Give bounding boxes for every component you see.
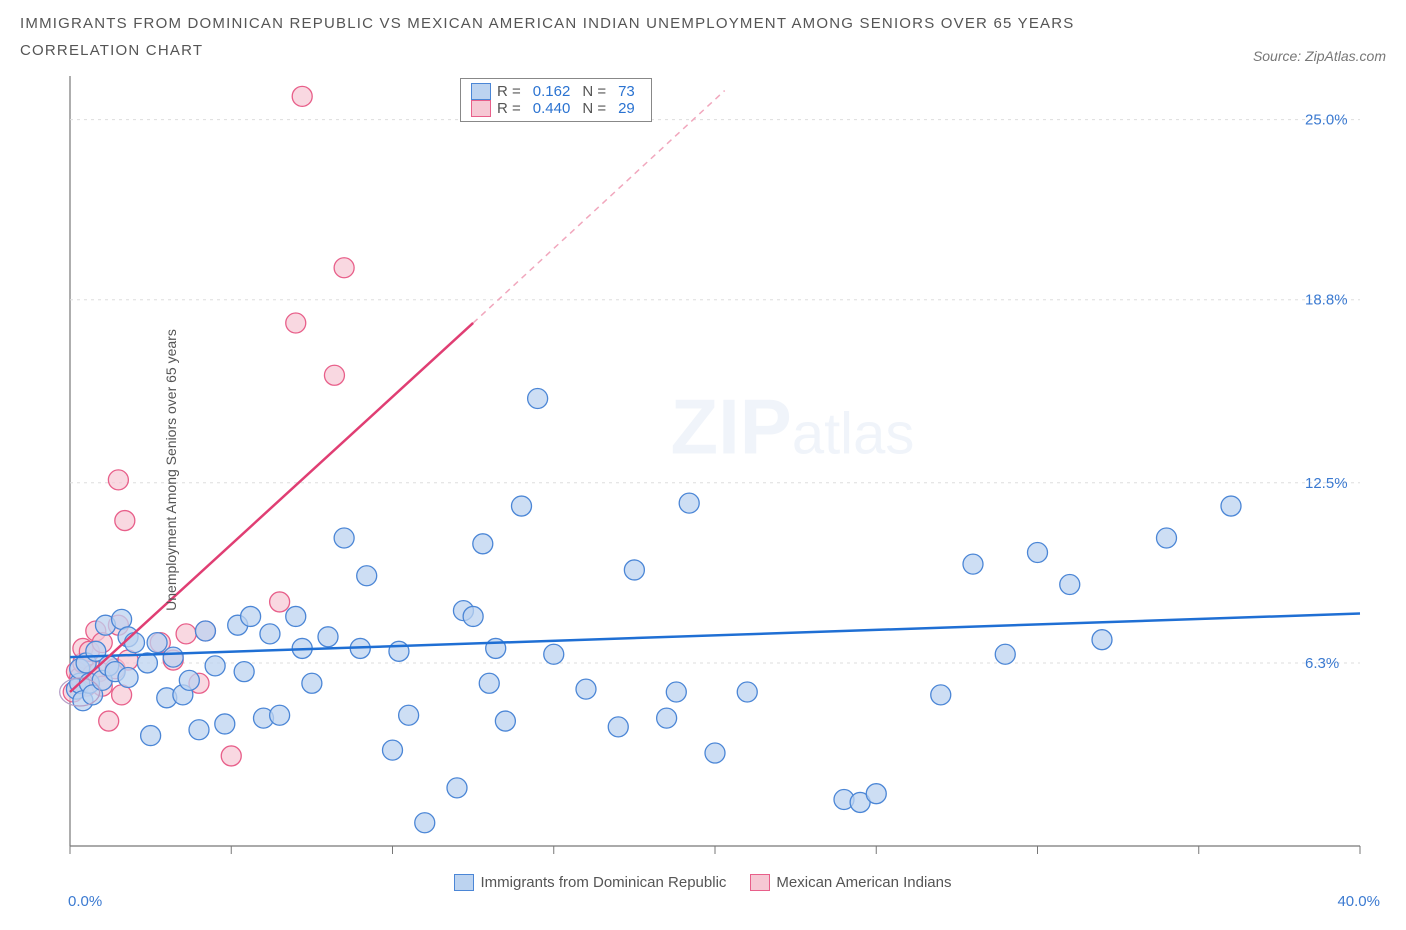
legend-stats-box: R = 0.162 N = 73 R = 0.440 N = 29 <box>460 78 652 122</box>
blue-scatter-point <box>399 705 419 725</box>
blue-scatter-point <box>118 667 138 687</box>
blue-scatter-point <box>447 778 467 798</box>
blue-scatter-point <box>195 621 215 641</box>
chart-title-1: IMMIGRANTS FROM DOMINICAN REPUBLIC VS ME… <box>20 10 1075 37</box>
pink-scatter-point <box>292 86 312 106</box>
blue-scatter-point <box>286 606 306 626</box>
blue-scatter-point <box>163 647 183 667</box>
legend-series-label: Mexican American Indians <box>776 874 951 891</box>
blue-scatter-point <box>624 560 644 580</box>
legend-swatch <box>471 100 491 117</box>
blue-scatter-point <box>495 711 515 731</box>
blue-scatter-point <box>679 493 699 513</box>
blue-scatter-point <box>737 682 757 702</box>
watermark-text: ZIPatlas <box>670 383 914 471</box>
n-label: N = <box>582 83 606 100</box>
blue-scatter-point <box>931 685 951 705</box>
legend-stats-row: R = 0.162 N = 73 <box>471 83 641 100</box>
pink-scatter-point <box>176 624 196 644</box>
x-axis-max-label: 40.0% <box>1337 893 1380 910</box>
blue-scatter-point <box>357 566 377 586</box>
pink-scatter-point <box>334 258 354 278</box>
r-value: 0.162 <box>533 83 571 100</box>
scatter-chart: 6.3% 12.5% 18.8% 25.0% ZIPatlas <box>20 70 1370 870</box>
blue-scatter-point <box>666 682 686 702</box>
y-axis-label: Unemployment Among Seniors over 65 years <box>163 329 179 611</box>
blue-scatter-point <box>995 644 1015 664</box>
legend-swatch <box>750 874 770 891</box>
r-value: 0.440 <box>533 100 571 117</box>
blue-scatter-point <box>189 720 209 740</box>
blue-scatter-point <box>147 633 167 653</box>
legend-bottom: Immigrants from Dominican Republic Mexica… <box>20 874 1386 891</box>
blue-scatter-point <box>141 726 161 746</box>
blue-scatter-point <box>479 673 499 693</box>
blue-scatter-point <box>389 641 409 661</box>
n-value: 29 <box>618 100 635 117</box>
chart-container: Unemployment Among Seniors over 65 years… <box>20 70 1386 870</box>
blue-scatter-point <box>270 705 290 725</box>
x-axis-min-label: 0.0% <box>68 893 102 910</box>
blue-scatter-point <box>657 708 677 728</box>
y-tick-label: 18.8% <box>1305 292 1348 309</box>
y-tick-label: 25.0% <box>1305 112 1348 129</box>
blue-scatter-point <box>125 633 145 653</box>
blue-scatter-point <box>1221 496 1241 516</box>
n-label: N = <box>582 100 606 117</box>
blue-scatter-point <box>1028 543 1048 563</box>
pink-scatter-point <box>270 592 290 612</box>
y-tick-label: 12.5% <box>1305 475 1348 492</box>
blue-scatter-point <box>1060 574 1080 594</box>
blue-scatter-point <box>1092 630 1112 650</box>
legend-series-item: Mexican American Indians <box>750 874 951 891</box>
blue-scatter-point <box>866 784 886 804</box>
blue-scatter-point <box>205 656 225 676</box>
blue-scatter-point <box>512 496 532 516</box>
blue-scatter-point <box>544 644 564 664</box>
r-label: R = <box>497 100 521 117</box>
legend-series-label: Immigrants from Dominican Republic <box>480 874 726 891</box>
n-value: 73 <box>618 83 635 100</box>
pink-scatter-point <box>324 365 344 385</box>
blue-scatter-point <box>528 389 548 409</box>
legend-swatch <box>471 83 491 100</box>
blue-scatter-point <box>383 740 403 760</box>
blue-scatter-point <box>415 813 435 833</box>
blue-scatter-point <box>302 673 322 693</box>
pink-scatter-point <box>99 711 119 731</box>
blue-scatter-point <box>963 554 983 574</box>
pink-scatter-point <box>286 313 306 333</box>
legend-series-item: Immigrants from Dominican Republic <box>454 874 726 891</box>
source-label: Source: ZipAtlas.com <box>1253 48 1386 64</box>
pink-scatter-point <box>115 511 135 531</box>
y-tick-label: 6.3% <box>1305 655 1339 672</box>
blue-scatter-point <box>576 679 596 699</box>
pink-trend-extension <box>473 91 725 323</box>
r-label: R = <box>497 83 521 100</box>
pink-scatter-point <box>221 746 241 766</box>
blue-scatter-point <box>241 606 261 626</box>
legend-stats-row: R = 0.440 N = 29 <box>471 100 641 117</box>
blue-scatter-point <box>179 670 199 690</box>
pink-scatter-point <box>108 470 128 490</box>
blue-scatter-point <box>608 717 628 737</box>
blue-scatter-point <box>1157 528 1177 548</box>
legend-swatch <box>454 874 474 891</box>
blue-scatter-point <box>463 606 483 626</box>
blue-scatter-point <box>215 714 235 734</box>
blue-scatter-point <box>473 534 493 554</box>
blue-scatter-point <box>334 528 354 548</box>
blue-scatter-point <box>705 743 725 763</box>
blue-scatter-point <box>318 627 338 647</box>
blue-scatter-point <box>234 662 254 682</box>
chart-title-2: CORRELATION CHART <box>20 37 1075 64</box>
blue-scatter-point <box>260 624 280 644</box>
